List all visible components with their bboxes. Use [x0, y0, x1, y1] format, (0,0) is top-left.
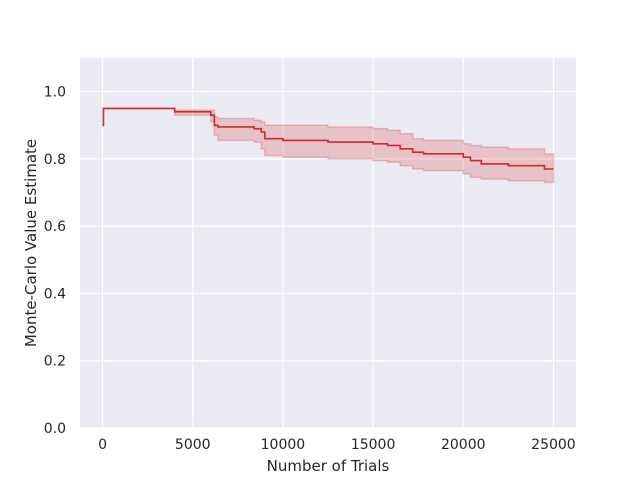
y-axis-label: Monte-Carlo Value Estimate [22, 139, 40, 347]
x-tick-label: 0 [98, 437, 107, 453]
y-tick-label: 0.6 [44, 219, 66, 235]
y-tick-label: 0.4 [44, 286, 66, 302]
y-tick-label: 0.0 [44, 421, 66, 437]
x-tick-label: 25000 [531, 437, 576, 453]
x-axis-ticks: 0 5000 10000 15000 20000 25000 [98, 437, 576, 453]
x-tick-label: 5000 [175, 437, 211, 453]
confidence-band-area [102, 107, 555, 184]
y-tick-label: 1.0 [44, 85, 66, 101]
x-tick-label: 10000 [261, 437, 306, 453]
y-tick-label: 0.2 [44, 354, 66, 370]
y-tick-label: 0.8 [44, 152, 66, 168]
y-axis-ticks: 0.0 0.2 0.4 0.6 0.8 1.0 [44, 85, 66, 437]
x-tick-label: 15000 [351, 437, 396, 453]
grid [80, 58, 576, 429]
value-line [102, 107, 554, 170]
x-axis-label: Number of Trials [267, 457, 390, 475]
plot-area [80, 58, 576, 428]
confidence-band [102, 107, 555, 184]
value-estimate-line [102, 107, 554, 170]
x-tick-label: 20000 [441, 437, 486, 453]
